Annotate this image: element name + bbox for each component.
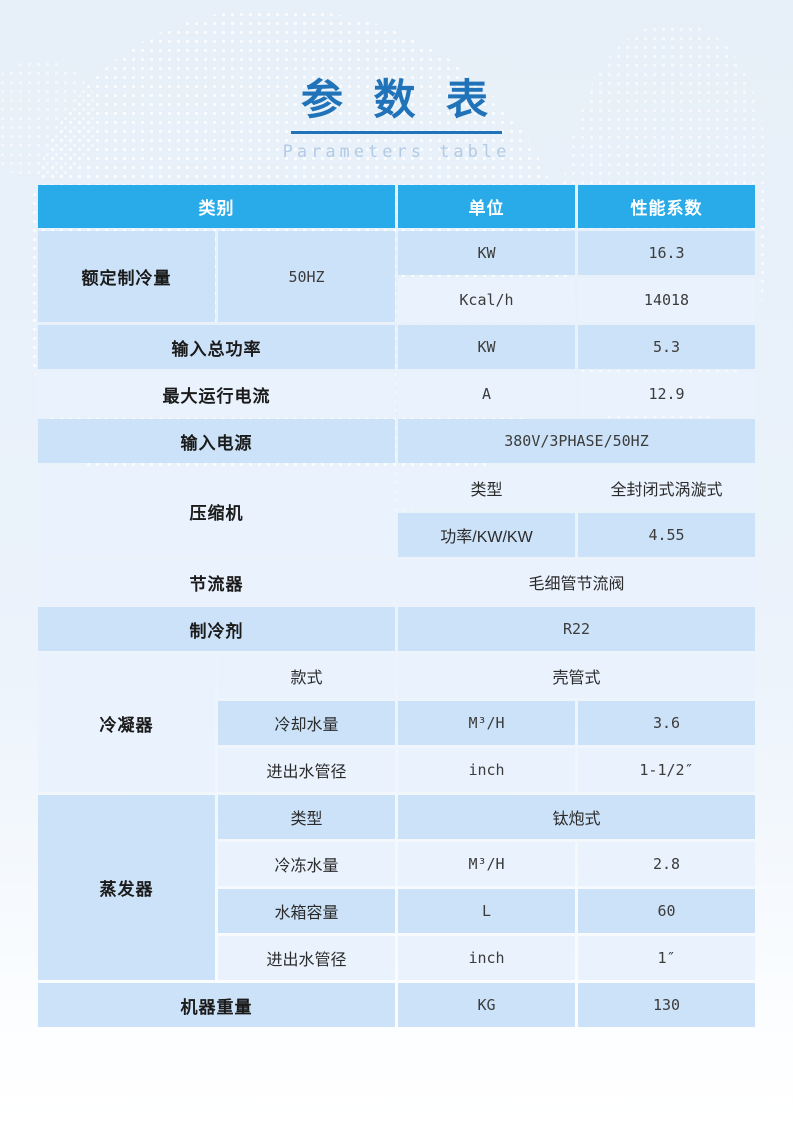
cell-evaporator-label: 蒸发器 [38,795,215,980]
cell-refrigerant-value: R22 [398,607,755,651]
cell-max-current-label: 最大运行电流 [38,372,395,416]
cell-rated-cooling-freq: 50HZ [218,231,395,322]
cell-rated-cooling-kw-unit: KW [398,231,575,275]
cell-condenser-style-value: 壳管式 [398,654,755,698]
cell-evaporator-pipe-value: 1″ [578,936,755,980]
table-row: 蒸发器 类型 钛炮式 [38,795,755,980]
cell-throttle-label: 节流器 [38,560,395,604]
table-row: 额定制冷量 50HZ KW 16.3 [38,231,755,322]
table-row: 进出水管径 inch 1″ [38,936,755,980]
cell-power-supply-value: 380V/3PHASE/50HZ [398,419,755,463]
cell-evaporator-water-label: 冷冻水量 [218,842,395,886]
table-row: 水箱容量 L 60 [38,889,755,933]
column-header-unit: 单位 [398,185,575,228]
cell-rated-cooling-kcal-value: 14018 [578,278,755,322]
cell-rated-cooling-kw-value: 16.3 [578,231,755,275]
cell-input-power-value: 5.3 [578,325,755,369]
table-row: 压缩机 类型 全封闭式涡漩式 [38,466,755,557]
table-row: 冷却水量 M³/H 3.6 [38,701,755,745]
cell-compressor-type-label: 类型 [398,466,575,510]
cell-condenser-pipe-value: 1-1/2″ [578,748,755,792]
table-row: 输入总功率 KW 5.3 [38,325,755,369]
cell-weight-value: 130 [578,983,755,1027]
table-row: 最大运行电流 A 12.9 [38,372,755,416]
column-header-category: 类别 [38,185,395,228]
cell-power-supply-label: 输入电源 [38,419,395,463]
cell-weight-label: 机器重量 [38,983,395,1027]
cell-evaporator-pipe-unit: inch [398,936,575,980]
table-row: 冷凝器 款式 壳管式 [38,654,755,792]
table-row: 输入电源 380V/3PHASE/50HZ [38,419,755,463]
table-row: 制冷剂 R22 [38,607,755,651]
cell-rated-cooling-kcal-unit: Kcal/h [398,278,575,322]
cell-throttle-value: 毛细管节流阀 [398,560,755,604]
table-row: Kcal/h 14018 [38,278,755,322]
header-row: 类别 单位 性能系数 [38,185,755,228]
cell-refrigerant-label: 制冷剂 [38,607,395,651]
table-row: 进出水管径 inch 1-1/2″ [38,748,755,792]
cell-evaporator-tank-label: 水箱容量 [218,889,395,933]
page-subtitle: Parameters table [282,142,511,163]
cell-compressor-type-value: 全封闭式涡漩式 [578,466,755,510]
parameters-table: 类别 单位 性能系数 额定制冷量 50HZ KW 16.3 Kcal/h 140… [35,182,758,1030]
cell-evaporator-water-value: 2.8 [578,842,755,886]
cell-compressor-label: 压缩机 [38,466,395,557]
table-row: 功率/KW/KW 4.55 [38,513,755,557]
cell-condenser-pipe-unit: inch [398,748,575,792]
cell-input-power-unit: KW [398,325,575,369]
cell-evaporator-type-value: 钛炮式 [398,795,755,839]
cell-condenser-water-label: 冷却水量 [218,701,395,745]
cell-evaporator-tank-value: 60 [578,889,755,933]
cell-input-power-label: 输入总功率 [38,325,395,369]
table-row: 冷冻水量 M³/H 2.8 [38,842,755,886]
title-block: 参 数 表 Parameters table [0,78,793,162]
column-header-coefficient: 性能系数 [578,185,755,228]
cell-condenser-label: 冷凝器 [38,654,215,792]
cell-evaporator-pipe-label: 进出水管径 [218,936,395,980]
cell-weight-unit: KG [398,983,575,1027]
cell-max-current-value: 12.9 [578,372,755,416]
table-row: 机器重量 KG 130 [38,983,755,1027]
cell-rated-cooling-label: 额定制冷量 [38,231,215,322]
cell-condenser-water-unit: M³/H [398,701,575,745]
cell-condenser-water-value: 3.6 [578,701,755,745]
cell-evaporator-tank-unit: L [398,889,575,933]
cell-evaporator-type-label: 类型 [218,795,395,839]
cell-condenser-pipe-label: 进出水管径 [218,748,395,792]
cell-evaporator-water-unit: M³/H [398,842,575,886]
cell-compressor-power-value: 4.55 [578,513,755,557]
page-title: 参 数 表 [290,78,502,135]
cell-condenser-style-label: 款式 [218,654,395,698]
cell-max-current-unit: A [398,372,575,416]
cell-compressor-power-label: 功率/KW/KW [398,513,575,557]
table-row: 节流器 毛细管节流阀 [38,560,755,604]
